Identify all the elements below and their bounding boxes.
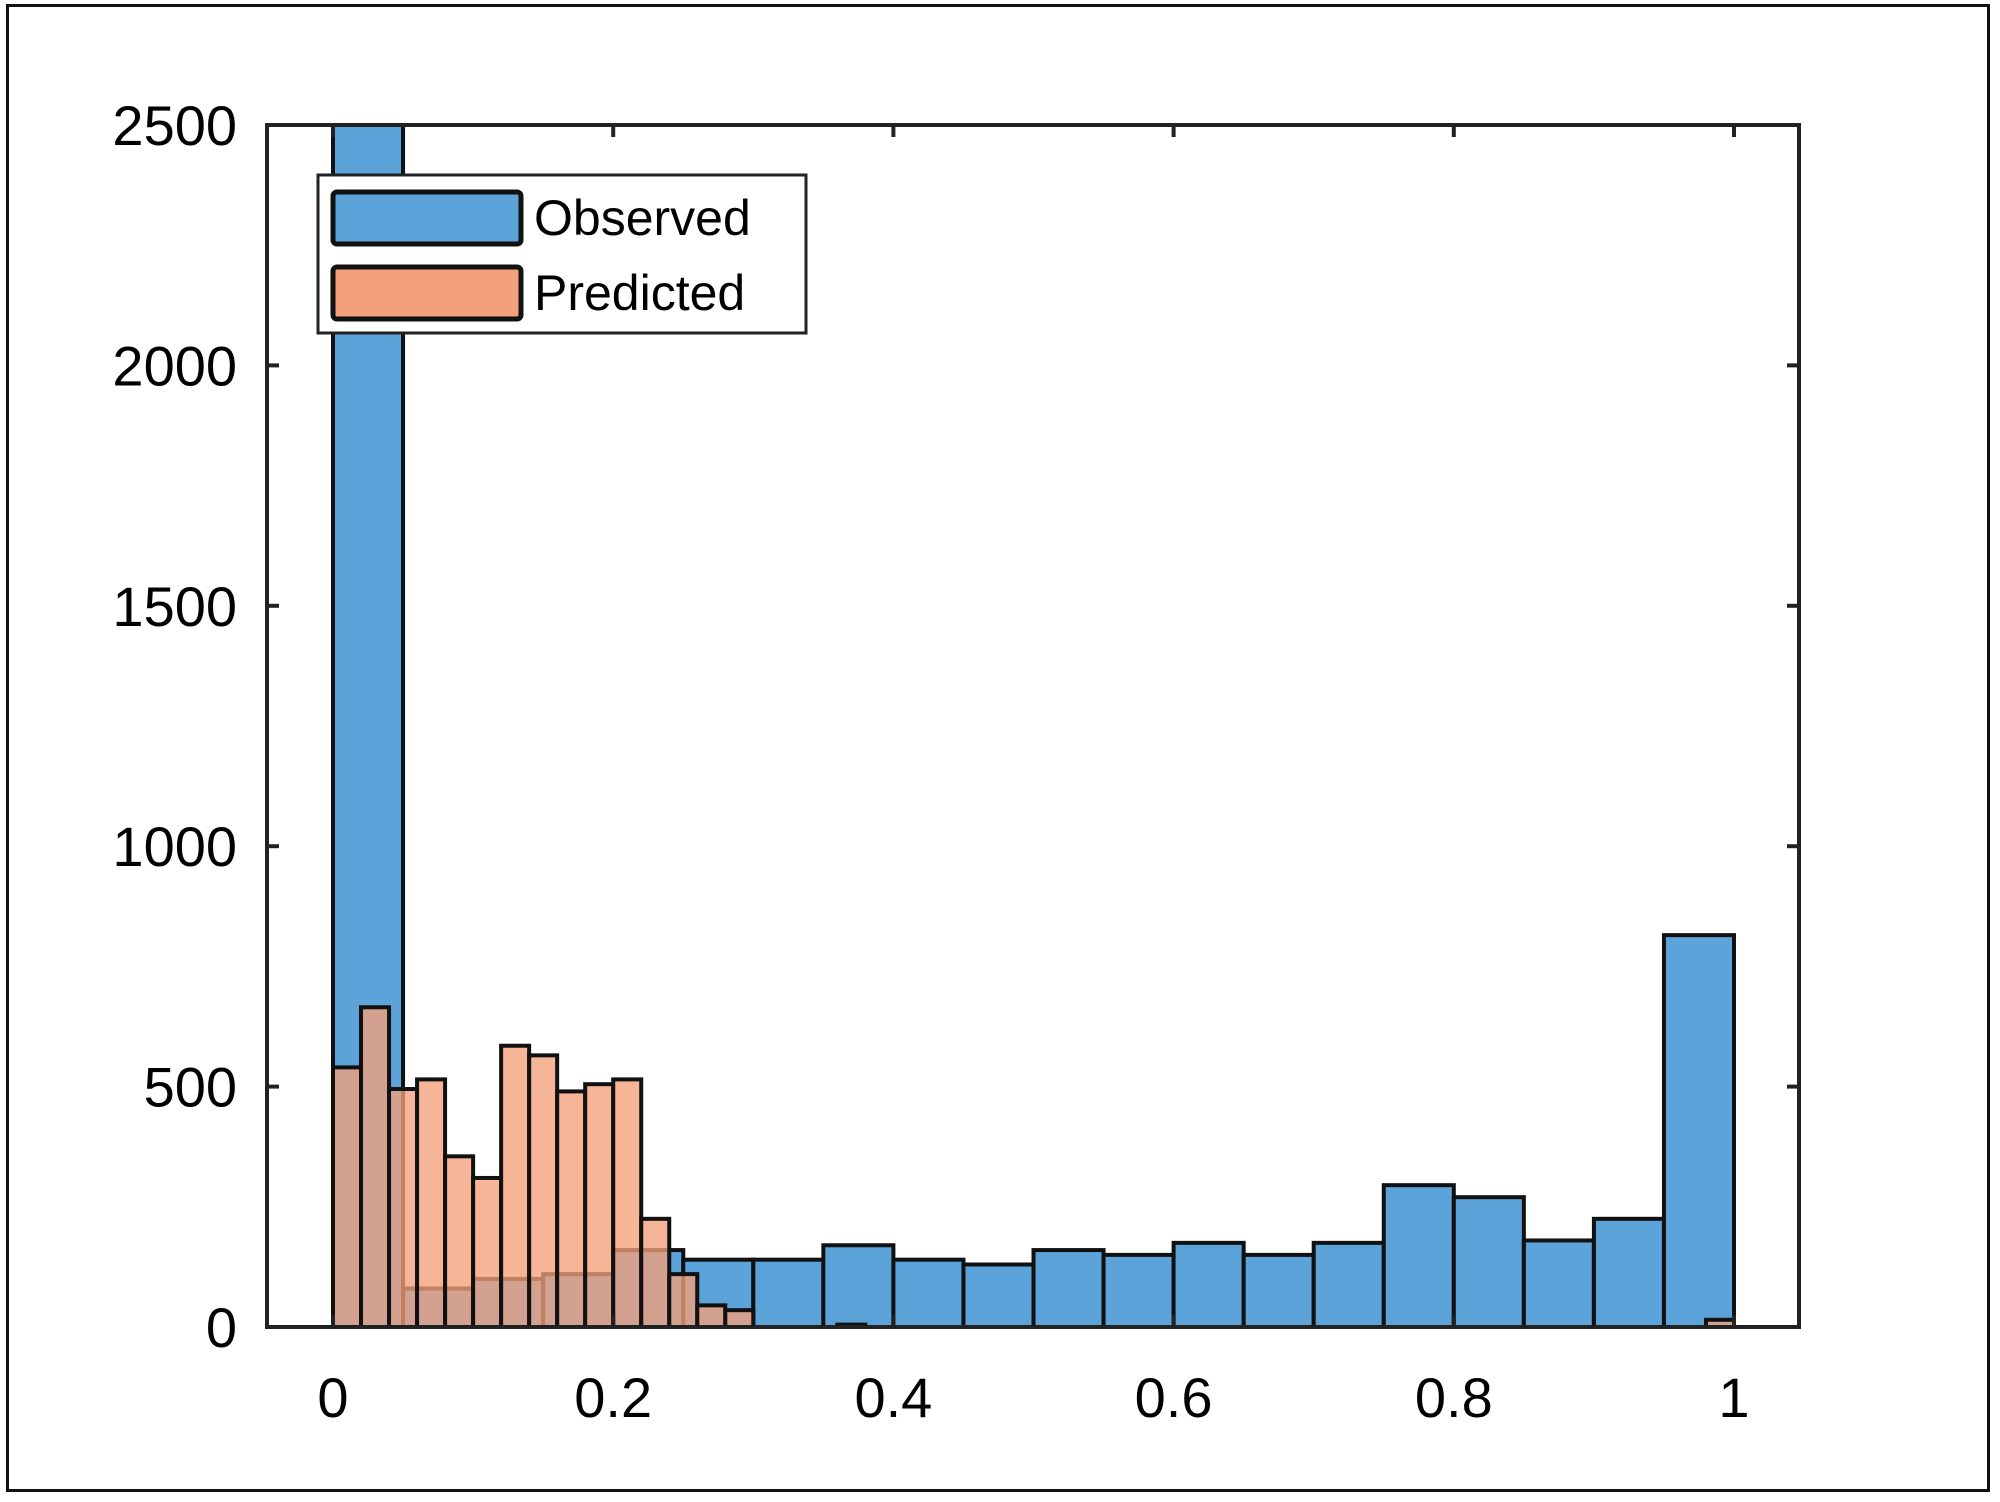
x-tick-label: 0 — [317, 1366, 348, 1429]
observed-bar — [1661, 933, 1736, 1329]
predicted-bar — [331, 1065, 364, 1330]
x-tick-label: 0.4 — [854, 1366, 932, 1429]
legend-label-observed: Observed — [534, 190, 751, 246]
axes-box — [265, 123, 1801, 1329]
legend-swatch-predicted — [330, 264, 524, 322]
x-tick-label: 1 — [1718, 1366, 1749, 1429]
predicted-bar — [723, 1308, 756, 1329]
observed-bar — [1101, 1252, 1176, 1330]
predicted-bar — [583, 1082, 616, 1330]
predicted-bars — [331, 1005, 1736, 1330]
predicted-bar — [415, 1077, 448, 1329]
y-tick-label: 1000 — [112, 815, 237, 878]
predicted-bar — [555, 1089, 588, 1329]
observed-bar — [751, 1257, 826, 1329]
y-tick-label: 2500 — [112, 94, 237, 157]
predicted-bar — [611, 1077, 644, 1329]
observed-bar — [821, 1243, 896, 1330]
observed-bar — [1591, 1216, 1666, 1329]
predicted-bar — [527, 1053, 560, 1330]
x-tick-label: 0.8 — [1415, 1366, 1493, 1429]
observed-bar — [961, 1262, 1036, 1329]
predicted-bar — [443, 1154, 476, 1330]
legend: Observed Predicted — [316, 173, 808, 335]
observed-bar — [1031, 1248, 1106, 1330]
x-tick-label: 0.2 — [574, 1366, 652, 1429]
legend-label-predicted: Predicted — [534, 265, 745, 321]
predicted-bar — [499, 1043, 532, 1330]
observed-bar — [1521, 1238, 1596, 1330]
predicted-bar — [695, 1303, 728, 1330]
observed-bar — [1241, 1252, 1316, 1330]
y-tick-label: 1500 — [112, 575, 237, 638]
predicted-bar — [471, 1175, 504, 1330]
x-tick-label: 0.6 — [1135, 1366, 1213, 1429]
legend-swatch-observed — [330, 189, 524, 247]
figure-frame — [6, 4, 1990, 1492]
observed-bar — [1311, 1240, 1386, 1329]
observed-bar — [1171, 1240, 1246, 1329]
predicted-bar — [387, 1087, 420, 1330]
observed-bar — [891, 1257, 966, 1329]
predicted-bar — [359, 1005, 392, 1329]
predicted-bar — [639, 1216, 672, 1329]
y-tick-label: 2000 — [112, 334, 237, 397]
predicted-bar — [667, 1272, 700, 1330]
axis-ticks: 0 0.2 0.4 0.6 0.8 1 0 500 1000 1500 2000 2500 — [112, 94, 1799, 1429]
observed-bar — [1381, 1183, 1456, 1329]
y-tick-label: 0 — [206, 1296, 237, 1359]
y-tick-label: 500 — [144, 1056, 237, 1119]
observed-bar — [1451, 1195, 1526, 1329]
